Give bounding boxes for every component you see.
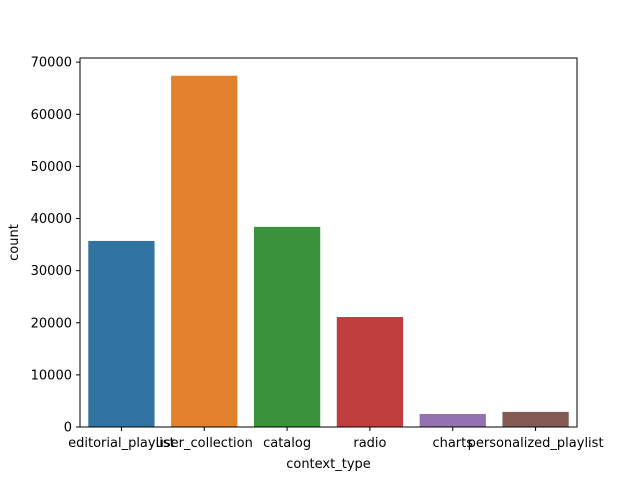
plot-frame [79,57,578,428]
x-tick-label: editorial_playlist [68,436,175,451]
x-tick-label: personalized_playlist [468,436,604,451]
y-tick-label: 40000 [31,212,72,227]
y-tick-label: 60000 [31,108,72,123]
y-tick-label: 20000 [31,316,72,331]
y-axis-ticks: 0 10000 20000 30000 40000 50000 60000 70000 [31,56,80,436]
y-tick-label: 70000 [31,56,72,71]
x-tick-label: charts [432,436,473,451]
y-tick-label: 30000 [31,264,72,279]
y-tick-label: 0 [64,421,72,436]
bar-catalog [253,226,321,427]
x-axis-label: context_type [286,457,371,472]
y-axis-label: count [7,224,22,261]
y-tick-label: 10000 [31,368,72,383]
bar-personalized-playlist [502,411,569,427]
y-tick-label: 50000 [31,160,72,175]
x-tick-label: catalog [263,436,311,451]
bar-radio [336,317,404,427]
x-tick-label: radio [353,436,386,451]
bar-editorial-playlist [88,240,155,427]
bar-charts [419,413,486,427]
bars [88,75,569,427]
bar-user-collection [171,75,238,427]
x-tick-label: user_collection [156,436,253,451]
